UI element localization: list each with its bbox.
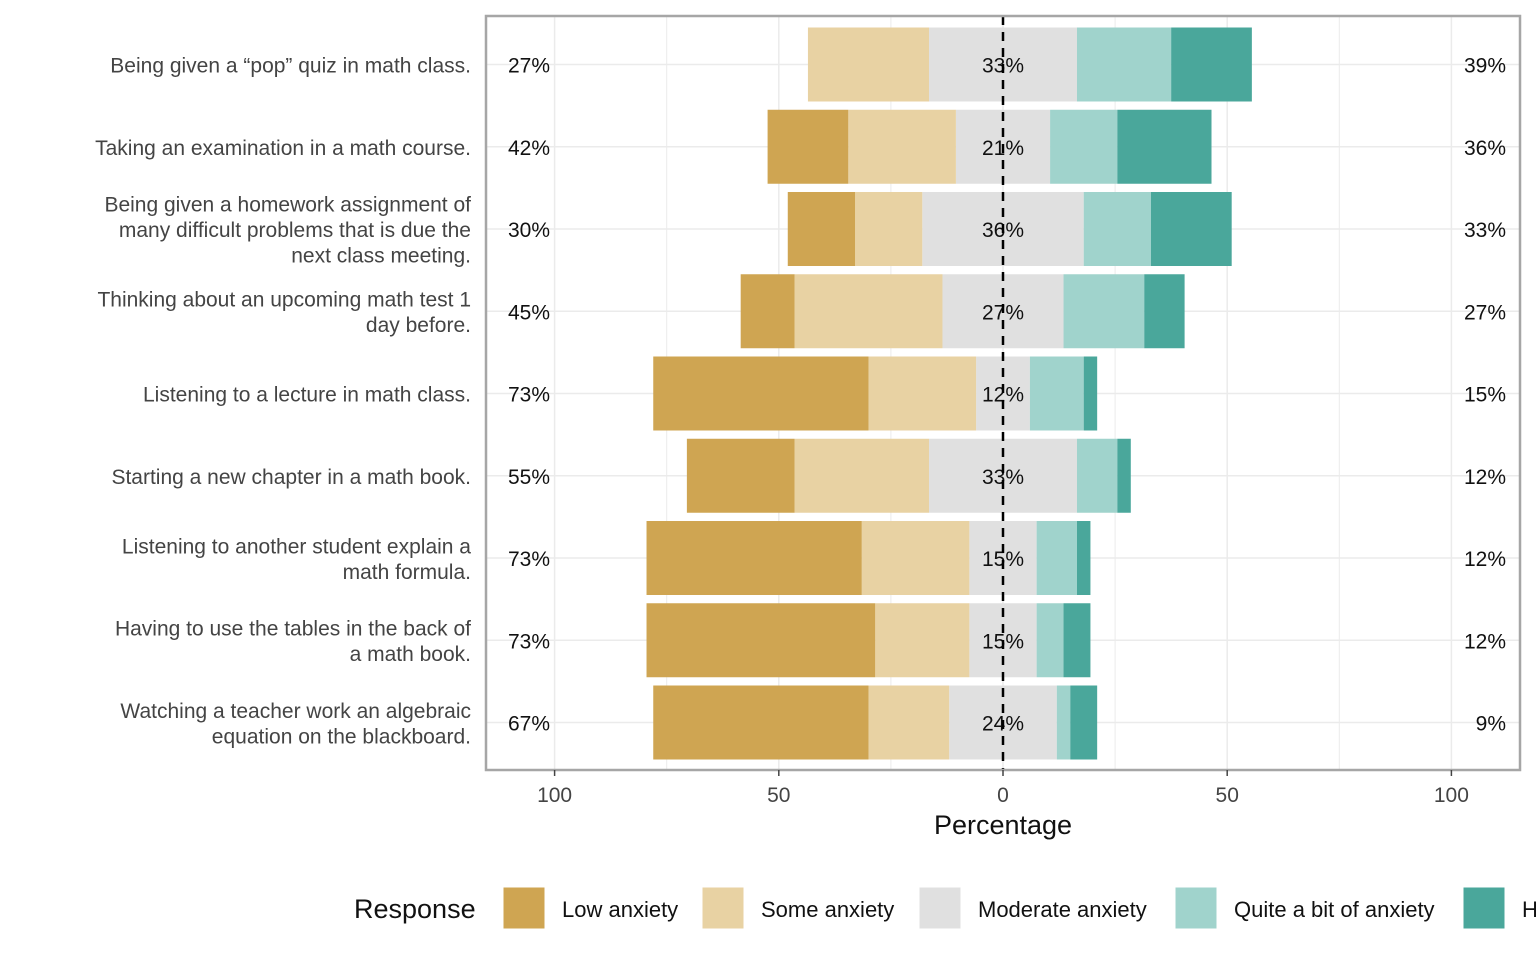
legend-swatch	[918, 886, 962, 930]
bar-segment	[861, 521, 970, 595]
left-percent-label: 67%	[508, 713, 550, 736]
bar-segment	[1083, 192, 1151, 266]
legend-swatch	[701, 886, 745, 930]
right-percent-label: 15%	[1464, 384, 1506, 407]
bar-segment	[1076, 438, 1118, 513]
legend-label: Low anxiety	[562, 897, 678, 922]
bar-segment	[653, 356, 869, 431]
legend-label: H	[1522, 897, 1536, 922]
x-axis-title: Percentage	[934, 810, 1072, 840]
left-percent-label: 27%	[508, 55, 550, 78]
right-percent-label: 12%	[1464, 548, 1506, 571]
bar-segment	[1050, 109, 1118, 184]
legend-label: Moderate anxiety	[978, 897, 1147, 922]
right-percent-label: 39%	[1464, 55, 1506, 78]
center-percent-label: 33%	[982, 466, 1024, 489]
bar-segment	[855, 192, 923, 266]
bar-segment	[1171, 27, 1252, 102]
right-percent-label: 12%	[1464, 466, 1506, 489]
item-label: Thinking about an upcoming math test 1 da…	[97, 289, 471, 338]
bar-segment	[1083, 356, 1098, 431]
label-layer: 27% 33% 39%42% 21% 36%30% 36% 33%45% 27% 27%73% 1…	[95, 55, 1506, 749]
right-percent-label: 9%	[1476, 713, 1506, 736]
legend: Response Low anxiety Some anxiety Moderate…	[354, 886, 1536, 930]
bar-segment	[646, 603, 876, 678]
bar-segment	[686, 438, 795, 513]
bar-segment	[740, 274, 795, 349]
item-label: Listening to another student explain a ma…	[122, 535, 471, 584]
x-tick-label: 50	[1216, 784, 1239, 807]
legend-label: Some anxiety	[761, 897, 894, 922]
right-percent-label: 33%	[1464, 219, 1506, 242]
bar-segment	[1117, 109, 1212, 184]
bar-segment	[653, 685, 869, 760]
bar-segment	[794, 274, 943, 349]
bar-segment	[807, 27, 930, 102]
bar-segment	[1036, 521, 1077, 595]
x-tick-label: 0	[997, 784, 1009, 807]
bar-segment	[875, 603, 970, 678]
center-percent-label: 15%	[982, 548, 1024, 571]
bar-segment	[1117, 438, 1131, 513]
bar-segment	[1144, 274, 1185, 349]
bar-segment	[868, 685, 950, 760]
x-tick-label: 100	[537, 784, 572, 807]
legend-label: Quite a bit of anxiety	[1234, 897, 1435, 922]
item-label: Starting a new chapter in a math book.	[111, 466, 471, 489]
bar-segment	[787, 192, 856, 266]
bar-segment	[1150, 192, 1232, 266]
right-percent-label: 12%	[1464, 630, 1506, 653]
right-percent-label: 36%	[1464, 137, 1506, 160]
item-label: Listening to a lecture in math class.	[143, 384, 471, 407]
bar-segment	[1076, 521, 1091, 595]
x-tick-label: 100	[1434, 784, 1469, 807]
bar-segment	[1076, 27, 1172, 102]
bar-segment	[1036, 603, 1064, 678]
axis-layer: 100 50 0 50 100	[484, 14, 1522, 807]
center-percent-label: 12%	[982, 384, 1024, 407]
right-percent-label: 27%	[1464, 301, 1506, 324]
left-percent-label: 30%	[508, 219, 550, 242]
bar-segment	[848, 109, 956, 184]
item-label: Being given a homework assignment of many…	[104, 194, 471, 268]
legend-title: Response	[354, 894, 476, 924]
item-label: Being given a “pop” quiz in math class.	[110, 55, 471, 78]
left-percent-label: 45%	[508, 301, 550, 324]
legend-swatch	[1174, 886, 1218, 930]
bar-segment	[1056, 685, 1071, 760]
legend-swatch	[1462, 886, 1506, 930]
bar-segment	[794, 438, 930, 513]
bar-segment	[1063, 274, 1145, 349]
bar-segment	[646, 521, 862, 595]
bar-segment	[1029, 356, 1084, 431]
item-label: Taking an examination in a math course.	[95, 137, 471, 160]
legend-swatch	[502, 886, 546, 930]
bar-segment	[1070, 685, 1098, 760]
left-percent-label: 73%	[508, 384, 550, 407]
bar-segment	[1063, 603, 1091, 678]
bar-segment	[767, 109, 849, 184]
left-percent-label: 55%	[508, 466, 550, 489]
left-percent-label: 73%	[508, 548, 550, 571]
left-percent-label: 73%	[508, 630, 550, 653]
item-label: Watching a teacher work an algebraic equa…	[120, 700, 471, 749]
bar-segment	[868, 356, 977, 431]
item-label: Having to use the tables in the back of a…	[115, 618, 471, 667]
x-tick-label: 50	[767, 784, 790, 807]
left-percent-label: 42%	[508, 137, 550, 160]
